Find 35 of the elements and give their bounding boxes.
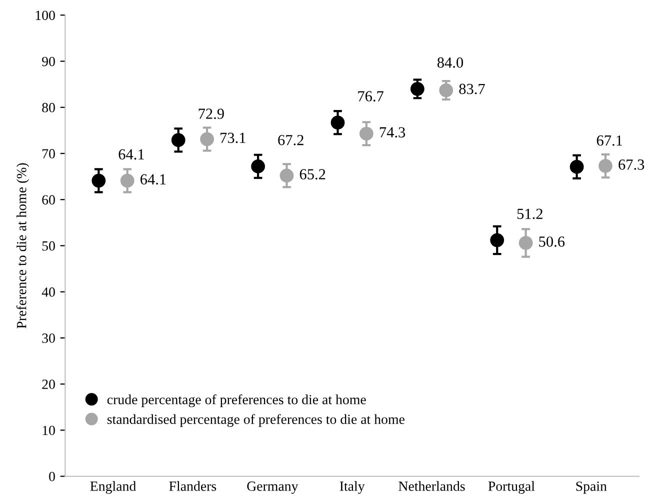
data-label: 84.0 [437, 57, 464, 68]
data-label: 50.6 [539, 236, 565, 247]
y-tick-label: 20 [42, 380, 55, 390]
y-tick-label: 90 [42, 56, 55, 66]
x-tick-label: Spain [576, 482, 607, 494]
data-label: 74.3 [380, 127, 406, 138]
x-tick-label: Germany [247, 482, 298, 494]
data-label: 67.2 [278, 134, 304, 146]
y-tick-label: 40 [42, 287, 55, 297]
data-label: 64.1 [118, 149, 144, 160]
data-label: 67.3 [618, 159, 644, 170]
x-tick-label: Portugal [488, 481, 535, 494]
data-label: 83.7 [459, 84, 485, 94]
y-tick-label: 0 [49, 472, 55, 482]
data-label: 65.2 [300, 169, 326, 180]
data-label: 73.1 [220, 132, 246, 144]
y-tick-label: 70 [42, 149, 55, 158]
y-tick-label: 30 [42, 334, 55, 343]
data-label: 51.2 [517, 208, 542, 220]
y-tick-label: 50 [42, 241, 55, 251]
data-label: 72.9 [198, 108, 224, 119]
legend-label: crude percentage of preferences to die at home [107, 394, 366, 408]
data-label: 67.1 [596, 135, 622, 146]
x-tick-label: Italy [340, 481, 365, 494]
y-axis-title: Preference to die at home (%) [16, 163, 30, 328]
x-tick-label: Flanders [169, 481, 216, 491]
y-tick-label: 60 [42, 195, 55, 205]
y-tick-label: 100 [36, 10, 55, 20]
data-label: 76.7 [358, 91, 384, 102]
y-tick-label: 10 [42, 426, 55, 436]
x-tick-label: Netherlands [398, 481, 465, 491]
data-label: 64.1 [140, 174, 166, 185]
x-tick-label: England [90, 481, 136, 494]
y-tick-label: 80 [42, 102, 55, 112]
legend-label: standardised percentage of preferences to die at home [107, 414, 404, 427]
